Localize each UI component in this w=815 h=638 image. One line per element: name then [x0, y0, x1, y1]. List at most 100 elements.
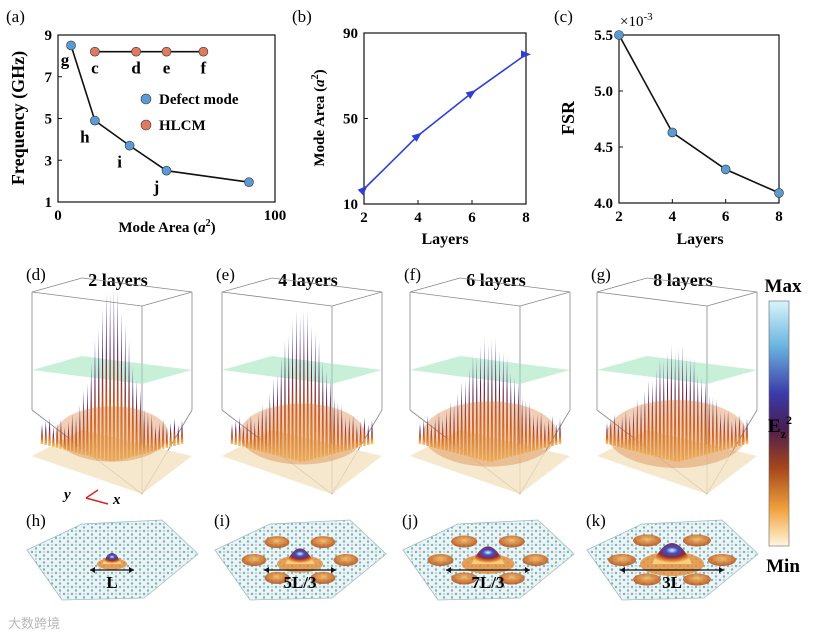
field-spike	[74, 416, 78, 453]
field-spike	[700, 376, 703, 456]
legend-defect-label: Defect mode	[159, 92, 239, 108]
field-spike	[707, 395, 711, 454]
field-spike	[509, 371, 513, 457]
field-spike	[741, 422, 745, 445]
y-tick-label: 7	[45, 70, 53, 86]
panel-b-tag: (b)	[292, 7, 312, 26]
field-spike	[176, 424, 180, 445]
arrow-head-left	[446, 567, 451, 573]
box-edge	[706, 291, 758, 307]
field-spike	[452, 403, 456, 453]
field-spike	[67, 421, 70, 451]
side-lobe	[683, 573, 711, 586]
field-spike	[287, 335, 291, 459]
field-spike	[620, 416, 624, 448]
field-panel-title: 8 layers	[653, 270, 712, 290]
field-spike	[482, 337, 486, 461]
field-spike	[535, 414, 539, 450]
field-spike	[726, 410, 730, 449]
field-spike	[340, 404, 344, 452]
box-edge	[596, 277, 648, 293]
field-spike	[359, 420, 363, 447]
point-label: d	[131, 59, 141, 78]
side-lobe	[310, 571, 336, 584]
field-spike	[332, 396, 336, 454]
field-spike	[138, 389, 142, 455]
watermark: 大数跨境	[8, 616, 60, 631]
data-point	[161, 165, 172, 176]
panel-c-tag: (c)	[554, 7, 573, 26]
field-spike	[302, 310, 306, 462]
field-spike	[123, 324, 127, 459]
field-spike	[347, 417, 351, 450]
field-spike	[161, 419, 165, 449]
field-spike	[260, 404, 264, 452]
colorbar-gradient	[768, 300, 790, 547]
field-spike	[48, 417, 51, 446]
arrow-head-right	[129, 567, 134, 573]
point-label: g	[61, 50, 70, 69]
field-spike	[97, 328, 101, 459]
arrow-head-left	[264, 567, 269, 573]
data-point	[357, 185, 368, 196]
point-label: f	[201, 59, 207, 78]
field-spike	[673, 351, 677, 462]
box-edge	[596, 291, 708, 307]
panel-c-xlabel: Layers	[676, 231, 723, 248]
legend-hlcm-marker	[140, 119, 152, 131]
field-spike	[276, 373, 279, 456]
field-panel-title: 6 layers	[466, 270, 525, 290]
data-point	[198, 46, 209, 57]
field-spike	[738, 414, 741, 446]
field-spike	[635, 398, 639, 452]
field-spike	[551, 415, 554, 446]
field-spike	[363, 416, 366, 446]
field-spike	[366, 424, 370, 445]
field-body	[55, 406, 169, 462]
x-tick-label: 4	[669, 209, 677, 225]
field-spike	[426, 415, 429, 446]
x-tick-label: 2	[360, 210, 368, 226]
field-spike	[241, 424, 245, 447]
field-spike	[344, 417, 347, 451]
data-point	[90, 115, 100, 126]
x-tick-label: 8	[775, 209, 783, 225]
field-spike	[120, 311, 123, 460]
field-spike	[157, 422, 161, 450]
axis-label-y: y	[62, 487, 71, 503]
field-spike	[310, 325, 313, 460]
side-lobe	[522, 554, 549, 566]
field-spike	[745, 418, 749, 444]
field-panel-title: 2 layers	[88, 270, 147, 290]
field-spike	[146, 412, 150, 453]
x-tick-label: 2	[615, 209, 623, 225]
box-edge	[141, 291, 193, 307]
box-edge	[271, 277, 383, 293]
field-spike	[696, 373, 700, 457]
field-spike	[558, 419, 562, 444]
side-lobe	[310, 536, 336, 549]
arrow-head-left	[90, 567, 95, 573]
y-tick-label: 5.5	[594, 28, 613, 44]
field-spike	[40, 423, 44, 444]
data-point	[244, 177, 254, 187]
data-point	[411, 132, 422, 142]
mode-size-label: 3L	[662, 573, 682, 592]
side-lobe	[608, 554, 636, 566]
field-spike	[703, 380, 707, 455]
field-body	[423, 401, 557, 467]
field-spike	[441, 418, 445, 450]
point-label: c	[91, 59, 99, 78]
mode-panels: (h) L (i) 5L/3 (j) 7L/3 (k) 3L	[26, 511, 759, 601]
series-line	[618, 34, 780, 194]
field-spike	[711, 397, 715, 453]
data-point	[131, 46, 141, 57]
mode-size-label: 5L/3	[283, 573, 316, 592]
field-spike	[532, 414, 535, 451]
box-edge	[81, 277, 193, 293]
panel-c-chart: (c) ×10-3 4.0 4.5 5.0 5.5 2 4 6 8 FSR Layers	[554, 7, 784, 248]
y-tick-label: 1	[45, 195, 53, 211]
field-panel-tag: (d)	[26, 265, 46, 284]
field-spike	[422, 419, 426, 445]
field-spike	[44, 420, 48, 445]
